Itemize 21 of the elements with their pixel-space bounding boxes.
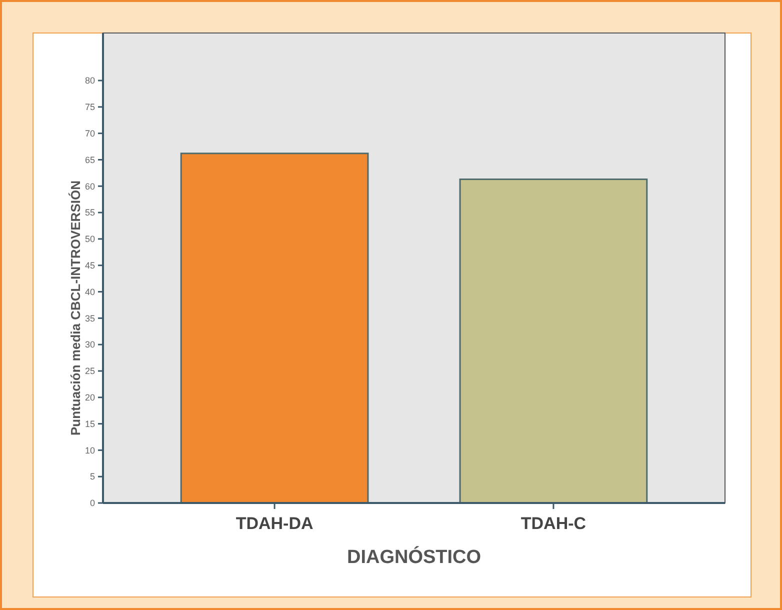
y-tick-label: 45	[84, 260, 95, 271]
y-tick-label: 55	[84, 208, 95, 218]
y-tick-label: 0	[90, 498, 95, 508]
y-tick-label: 20	[84, 392, 95, 403]
y-tick-label: 75	[84, 102, 95, 112]
y-tick-label: 25	[84, 366, 95, 376]
y-tick-label: 60	[84, 181, 95, 192]
y-tick-label: 10	[84, 445, 95, 456]
y-tick-label: 80	[84, 76, 95, 86]
y-tick-label: 35	[84, 313, 95, 324]
x-tick-label: TDAH-DA	[236, 514, 314, 533]
x-tick-label: TDAH-C	[520, 514, 586, 533]
x-axis-title: DIAGNÓSTICO	[346, 546, 482, 568]
y-tick-label: 65	[84, 154, 95, 165]
y-tick-label: 50	[84, 234, 95, 244]
y-tick-label: 40	[84, 286, 95, 297]
y-tick-label: 5	[90, 472, 95, 482]
y-tick-label: 70	[84, 128, 95, 138]
y-axis-title: Puntuación media CBCL-INTROVERSIÓN	[68, 180, 83, 436]
y-tick-label: 15	[84, 418, 95, 429]
y-tick-label: 30	[84, 340, 95, 350]
